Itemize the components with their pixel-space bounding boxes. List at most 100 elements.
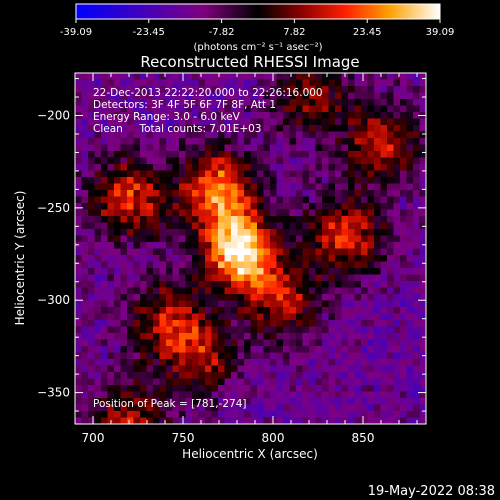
- heatmap-cell: [159, 404, 167, 412]
- heatmap-cell: [387, 339, 395, 347]
- heatmap-cell: [192, 359, 200, 367]
- heatmap-cell: [231, 411, 239, 419]
- heatmap-cell: [133, 190, 141, 198]
- heatmap-cell: [361, 378, 369, 386]
- heatmap-cell: [380, 326, 388, 334]
- heatmap-cell: [237, 365, 245, 373]
- heatmap-cell: [315, 352, 323, 360]
- heatmap-cell: [244, 118, 252, 126]
- heatmap-cell: [406, 170, 414, 178]
- heatmap-cell: [400, 339, 408, 347]
- heatmap-cell: [374, 190, 382, 198]
- heatmap-cell: [101, 294, 109, 302]
- heatmap-cell: [328, 346, 336, 354]
- heatmap-cell: [348, 73, 356, 81]
- heatmap-cell: [283, 242, 291, 250]
- heatmap-cell: [348, 112, 356, 120]
- heatmap-cell: [276, 164, 284, 172]
- heatmap-cell: [224, 229, 232, 237]
- heatmap-cell: [367, 333, 375, 341]
- heatmap-cell: [393, 196, 401, 204]
- heatmap-cell: [387, 216, 395, 224]
- heatmap-cell: [211, 112, 219, 120]
- heatmap-cell: [387, 398, 395, 406]
- heatmap-cell: [263, 352, 271, 360]
- heatmap-cell: [211, 164, 219, 172]
- heatmap-cell: [88, 79, 96, 87]
- heatmap-cell: [120, 125, 128, 133]
- heatmap-cell: [75, 287, 83, 295]
- heatmap-cell: [185, 385, 193, 393]
- heatmap-cell: [393, 73, 401, 81]
- heatmap-cell: [218, 235, 226, 243]
- heatmap-cell: [205, 391, 213, 399]
- heatmap-cell: [322, 287, 330, 295]
- heatmap-cell: [101, 287, 109, 295]
- heatmap-cell: [237, 320, 245, 328]
- heatmap-cell: [315, 339, 323, 347]
- heatmap-cell: [120, 372, 128, 380]
- heatmap-cell: [380, 203, 388, 211]
- heatmap-cell: [419, 242, 426, 250]
- heatmap-cell: [393, 274, 401, 282]
- heatmap-cell: [172, 404, 180, 412]
- heatmap-cell: [328, 274, 336, 282]
- heatmap-cell: [127, 157, 135, 165]
- heatmap-cell: [250, 320, 258, 328]
- heatmap-cell: [127, 294, 135, 302]
- heatmap-cell: [237, 196, 245, 204]
- heatmap-cell: [172, 99, 180, 107]
- heatmap-cell: [179, 248, 187, 256]
- heatmap-cell: [302, 190, 310, 198]
- heatmap-cell: [367, 86, 375, 94]
- heatmap-cell: [270, 164, 278, 172]
- heatmap-cell: [322, 190, 330, 198]
- heatmap-cell: [309, 177, 317, 185]
- heatmap-cell: [380, 359, 388, 367]
- heatmap-cell: [244, 326, 252, 334]
- heatmap-cell: [406, 320, 414, 328]
- heatmap-cell: [419, 320, 426, 328]
- heatmap-cell: [413, 112, 421, 120]
- heatmap-cell: [296, 268, 304, 276]
- heatmap-cell: [231, 320, 239, 328]
- heatmap-cell: [192, 300, 200, 308]
- heatmap-cell: [237, 333, 245, 341]
- heatmap-cell: [283, 287, 291, 295]
- heatmap-cell: [244, 313, 252, 321]
- heatmap-cell: [354, 281, 362, 289]
- heatmap-cell: [257, 183, 265, 191]
- heatmap-cell: [159, 177, 167, 185]
- heatmap-cell: [374, 300, 382, 308]
- heatmap-cell: [393, 248, 401, 256]
- heatmap-cell: [419, 138, 426, 146]
- heatmap-cell: [192, 216, 200, 224]
- heatmap-cell: [250, 92, 258, 100]
- heatmap-cell: [302, 112, 310, 120]
- heatmap-cell: [114, 73, 122, 81]
- heatmap-cell: [211, 73, 219, 81]
- heatmap-cell: [140, 248, 148, 256]
- heatmap-cell: [88, 417, 96, 424]
- heatmap-cell: [94, 151, 102, 159]
- heatmap-cell: [218, 385, 226, 393]
- heatmap-cell: [107, 287, 115, 295]
- heatmap-cell: [179, 391, 187, 399]
- heatmap-cell: [75, 248, 83, 256]
- heatmap-cell: [354, 339, 362, 347]
- heatmap-cell: [81, 170, 89, 178]
- heatmap-cell: [276, 229, 284, 237]
- heatmap-cell: [218, 79, 226, 87]
- heatmap-cell: [211, 131, 219, 139]
- heatmap-cell: [107, 229, 115, 237]
- heatmap-cell: [354, 326, 362, 334]
- heatmap-cell: [185, 339, 193, 347]
- heatmap-cell: [367, 144, 375, 152]
- heatmap-cell: [153, 235, 161, 243]
- heatmap-cell: [120, 99, 128, 107]
- heatmap-cell: [341, 333, 349, 341]
- heatmap-cell: [361, 417, 369, 424]
- heatmap-cell: [257, 229, 265, 237]
- heatmap-cell: [153, 372, 161, 380]
- heatmap-cell: [153, 274, 161, 282]
